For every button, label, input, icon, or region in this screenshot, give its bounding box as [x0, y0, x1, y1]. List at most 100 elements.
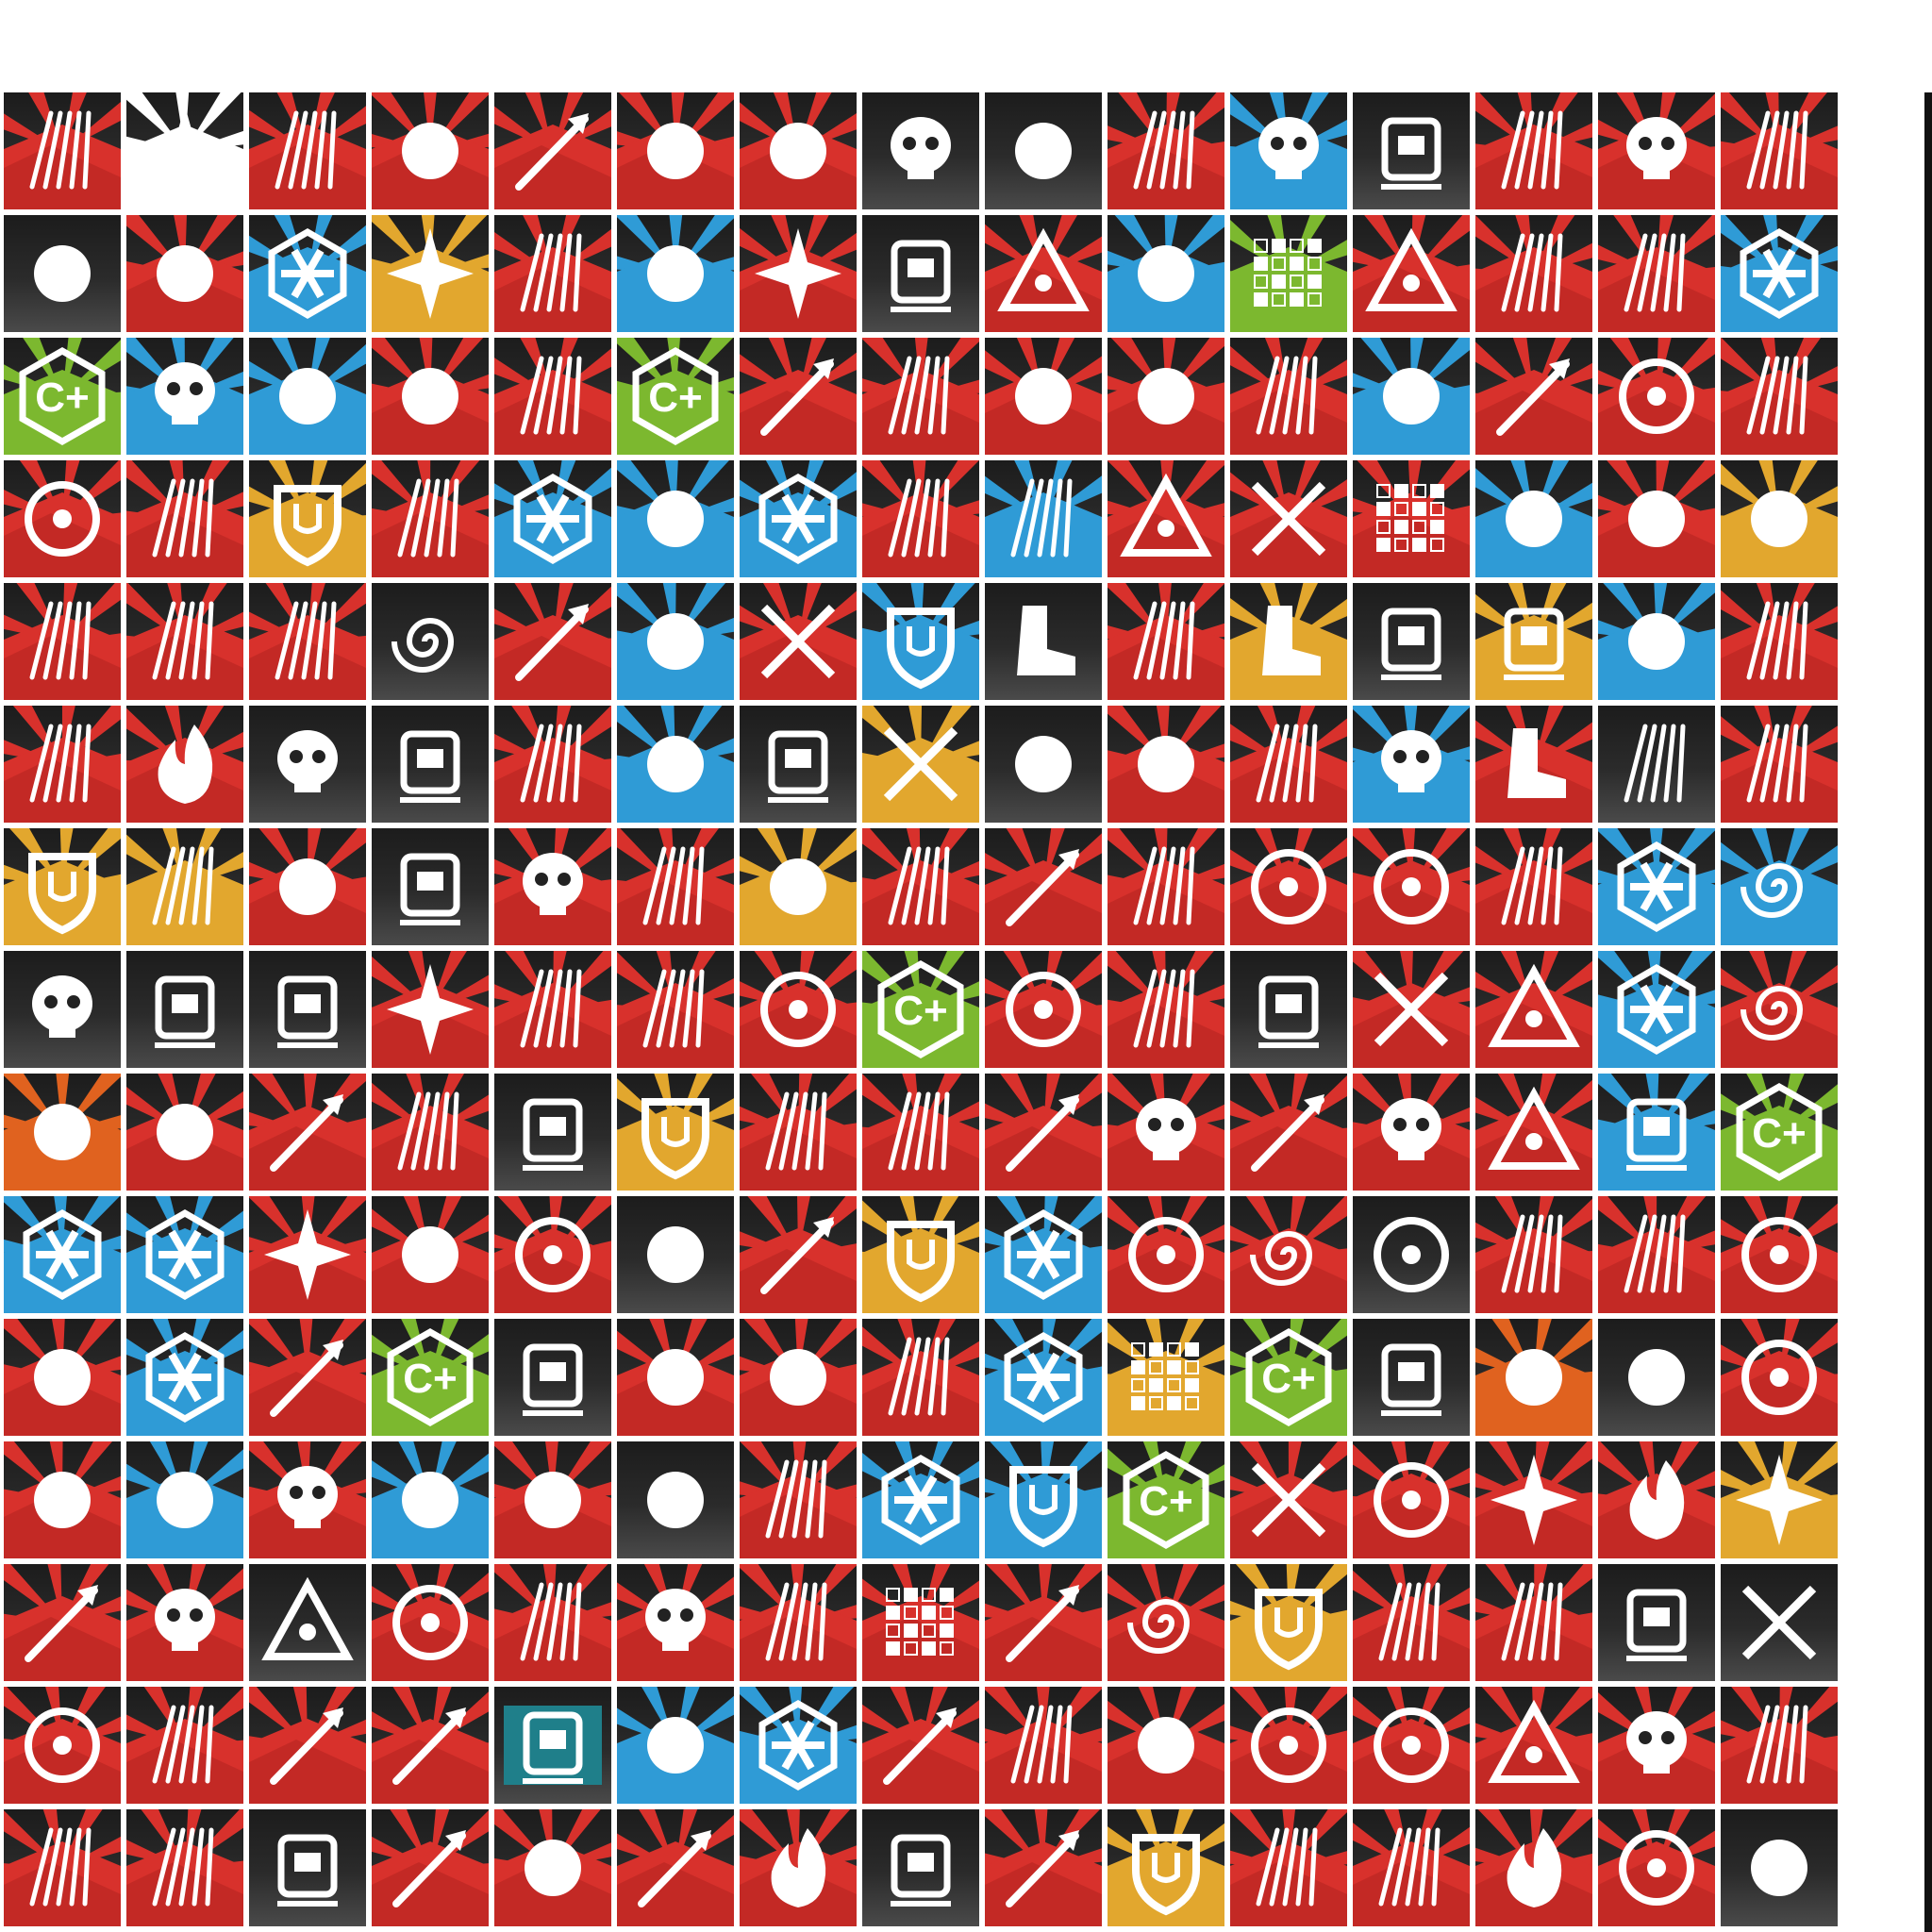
flake-icon: [985, 1196, 1102, 1313]
cone-icon: [985, 92, 1102, 209]
svg-text:C+: C+: [1139, 1478, 1192, 1524]
beast-icon: [862, 92, 979, 209]
burst-icon: [1353, 1809, 1470, 1926]
face-icon: [1353, 706, 1470, 823]
wheel-icon: [249, 338, 366, 455]
swirl-icon: [1721, 951, 1838, 1068]
chevron-icon: [740, 828, 857, 945]
diamond-icon: [4, 1319, 121, 1436]
burst-icon: [1108, 828, 1224, 945]
hex-icon: [740, 1687, 857, 1804]
door-icon: [126, 951, 243, 1068]
hex-icon: [494, 460, 611, 577]
right-edge-bar: [1924, 92, 1932, 1932]
swords-icon: [862, 706, 979, 823]
face-icon: [126, 1564, 243, 1681]
flake-icon: [4, 1196, 121, 1313]
robot-icon: [249, 951, 366, 1068]
arm-icon: [1475, 460, 1592, 577]
plus-icon: C+: [1230, 1319, 1347, 1436]
gate-icon: [494, 1074, 611, 1191]
hex-icon: [1721, 215, 1838, 332]
x-icon: [740, 583, 857, 700]
dagger-icon: [740, 338, 857, 455]
burst-icon: [1721, 583, 1838, 700]
cylinder-icon: [740, 1319, 857, 1436]
grid-icon: [1353, 460, 1470, 577]
compass-icon: [1721, 1319, 1838, 1436]
ring-icon: [1598, 1809, 1715, 1926]
burst-icon: [1598, 215, 1715, 332]
rifle-icon: [4, 1074, 121, 1191]
fire-icon: [1598, 1441, 1715, 1558]
burst-icon: [4, 583, 121, 700]
shield-icon: [862, 583, 979, 700]
gate-icon: [862, 1809, 979, 1926]
turret-icon: [1598, 1564, 1715, 1681]
svg-text:C+: C+: [35, 375, 89, 421]
moon-icon: [1353, 828, 1470, 945]
spear-icon: [985, 828, 1102, 945]
stripes-icon: [1598, 583, 1715, 700]
gadget-icon: [494, 1687, 611, 1804]
flower-icon: [126, 215, 243, 332]
burst-icon: [494, 338, 611, 455]
beast-icon: [494, 828, 611, 945]
icon-sheet: C+ C+ C+ C+ C+ C+ C+: [4, 92, 1838, 1926]
triforce-icon: [1475, 1687, 1592, 1804]
plus-icon: C+: [4, 338, 121, 455]
hex-icon: [249, 215, 366, 332]
tube-icon: [372, 828, 489, 945]
blood-icon: [494, 1441, 611, 1558]
wave-icon: [126, 1074, 243, 1191]
lines-icon: [4, 1809, 121, 1926]
burst-icon: [862, 460, 979, 577]
burst-icon: [1108, 951, 1224, 1068]
burst-icon: [1230, 1809, 1347, 1926]
fire-icon: [740, 1809, 857, 1926]
plus-icon: C+: [1721, 1074, 1838, 1191]
star-icon: [1721, 1441, 1838, 1558]
eye-icon: [1353, 1196, 1470, 1313]
arrow-icon: [985, 1074, 1102, 1191]
burst-icon: [985, 460, 1102, 577]
skull-icon: [1598, 92, 1715, 209]
boot-icon: [985, 583, 1102, 700]
burst-icon: [126, 1687, 243, 1804]
swirl-icon: [1230, 1196, 1347, 1313]
plus-icon: C+: [617, 338, 734, 455]
burst-icon: [862, 1319, 979, 1436]
burst-icon: [1230, 338, 1347, 455]
turret-icon: [372, 706, 489, 823]
tiger-icon: [1230, 92, 1347, 209]
demon-icon: [1353, 1074, 1470, 1191]
x-icon: [1721, 1564, 1838, 1681]
tower-icon: [249, 1809, 366, 1926]
cylinder-icon: [372, 338, 489, 455]
sparkle-icon: [740, 1441, 857, 1558]
x-icon: [1353, 951, 1470, 1068]
plus-icon: C+: [1108, 1441, 1224, 1558]
burst-icon: [494, 706, 611, 823]
star-icon: [1475, 1441, 1592, 1558]
shield-icon: [1230, 1564, 1347, 1681]
anchor-icon: [1475, 338, 1592, 455]
ring-icon: [1353, 1441, 1470, 1558]
hex-icon: [1598, 951, 1715, 1068]
shield-icon: [1108, 1809, 1224, 1926]
orb-icon: [1353, 338, 1470, 455]
shield-icon: [985, 1441, 1102, 1558]
flake-icon: [862, 1441, 979, 1558]
ring-icon: [1230, 828, 1347, 945]
zigzag-icon: [4, 1441, 121, 1558]
burst-icon: [1230, 706, 1347, 823]
triangle-icon: [985, 215, 1102, 332]
burst-icon: [1475, 828, 1592, 945]
circle-icon: [4, 460, 121, 577]
target-icon: [1108, 1196, 1224, 1313]
svg-text:C+: C+: [403, 1356, 457, 1402]
burst-icon: [1475, 1564, 1592, 1681]
burst-icon: [4, 92, 121, 209]
swirl-icon: [1721, 828, 1838, 945]
cube-icon: [862, 215, 979, 332]
